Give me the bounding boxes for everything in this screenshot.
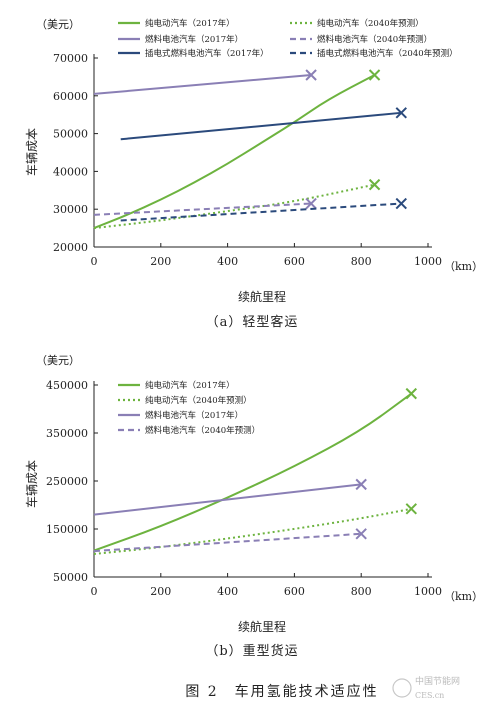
chart-a-legend-label: 插电式燃料电池汽车（2017年） [145,48,269,59]
chart-b-series-1-end-marker [405,503,418,515]
chart-a-series-0-line [93,74,376,230]
chart-b-x-tick-label: 0 [91,585,98,598]
chart-a-x-tick-label: 800 [351,255,372,268]
chart-b-series-3-line [93,532,362,553]
chart-b-x-tick-label: 400 [217,585,238,598]
chart-a-series-2-line [93,74,312,95]
chart-a-series-3-line [93,202,312,216]
chart-b-legend-label: 燃料电池汽车（2040年预测） [145,425,260,436]
watermark-subtext: CES.cn [415,691,444,700]
chart-b-xlabel: 续航里程 [238,619,286,634]
chart-a-x-tick-label: 1000 [414,255,442,268]
chart-a-series-4-end-marker [395,107,407,119]
chart-b-caption: （b）重型货运 [205,643,298,659]
chart-b-y-tick-label: 350000 [46,427,88,440]
chart-a-unit-label: （美元） [36,18,80,31]
chart-b-y-tick-label: 450000 [46,379,88,392]
chart-b-x-tick-label: 200 [150,585,171,598]
chart-b-legend-label: 纯电动汽车（2017年） [145,380,235,391]
chart-b-y-tick-label: 50000 [53,571,88,584]
chart-b-y-tick-label: 250000 [46,475,88,488]
chart-a-caption: （a）轻型客运 [206,314,299,330]
chart-b-y-tick-label: 150000 [46,523,88,536]
chart-a-legend-label: 插电式燃料电池汽车（2040年预测） [317,48,458,59]
chart-a-xlabel: 续航里程 [238,289,286,304]
chart-b-legend-label: 纯电动汽车（2040年预测） [145,395,252,406]
chart-b-x-tick-label: 600 [284,585,305,598]
chart-a-series-5-end-marker [395,197,407,210]
watermark-text: 中国节能网 [415,675,460,687]
chart-b-x-unit: （km） [444,590,483,603]
chart-a-legend-label: 纯电动汽车（2017年） [145,18,235,29]
chart-b-unit-label: （美元） [36,354,80,367]
chart-a-series-1-end-marker [368,178,381,191]
chart-a-y-tick-label: 20000 [53,241,88,254]
chart-a-legend-label: 燃料电池汽车（2017年） [145,34,243,45]
watermark-logo: 中国节能网 CES.cn [392,675,460,700]
chart-a-series-5-line [120,202,402,222]
chart-a-series-2-end-marker [305,69,317,81]
chart-a-y-tick-label: 70000 [53,52,88,65]
chart-b-x-tick-label: 1000 [414,585,442,598]
chart-b-series-3-end-marker [355,528,367,540]
chart-a-series-0-end-marker [368,69,381,81]
chart-a-x-tick-label: 400 [217,255,238,268]
chart-a-series-4-line [120,111,402,141]
chart-a-x-unit: （km） [444,260,483,273]
chart-b-series-2-line [93,483,362,516]
chart-b-series-2-end-marker [355,478,367,491]
chart-a-series-1-line [93,183,375,230]
chart-a-legend-label: 纯电动汽车（2040年预测） [317,18,424,29]
chart-a-ylabel: 车辆成本 [24,128,39,176]
chart-b-x-tick-label: 800 [351,585,372,598]
chart-a-y-tick-label: 40000 [53,165,88,178]
chart-b-series-0-line [93,392,412,552]
figure-caption: 图 2 车用氢能技术适应性 [185,683,378,700]
chart-a-y-tick-label: 30000 [53,203,88,216]
chart-b-ylabel: 车辆成本 [24,460,39,508]
chart-a-x-tick-label: 0 [91,255,98,268]
chart-layer: 20000 30000 40000 50000 60000 70000 0 200 400 600… [46,18,458,598]
chart-b-series-0-end-marker [405,387,418,400]
chart-a-legend-label: 燃料电池汽车（2040年预测） [317,34,432,45]
chart-b-legend-label: 燃料电池汽车（2017年） [145,410,243,421]
chart-a-x-tick-label: 600 [284,255,305,268]
chart-a-y-tick-label: 50000 [53,128,88,141]
chart-a-y-tick-label: 60000 [53,90,88,103]
chart-a-x-tick-label: 200 [150,255,171,268]
chart-a-series-3-end-marker [305,197,317,210]
